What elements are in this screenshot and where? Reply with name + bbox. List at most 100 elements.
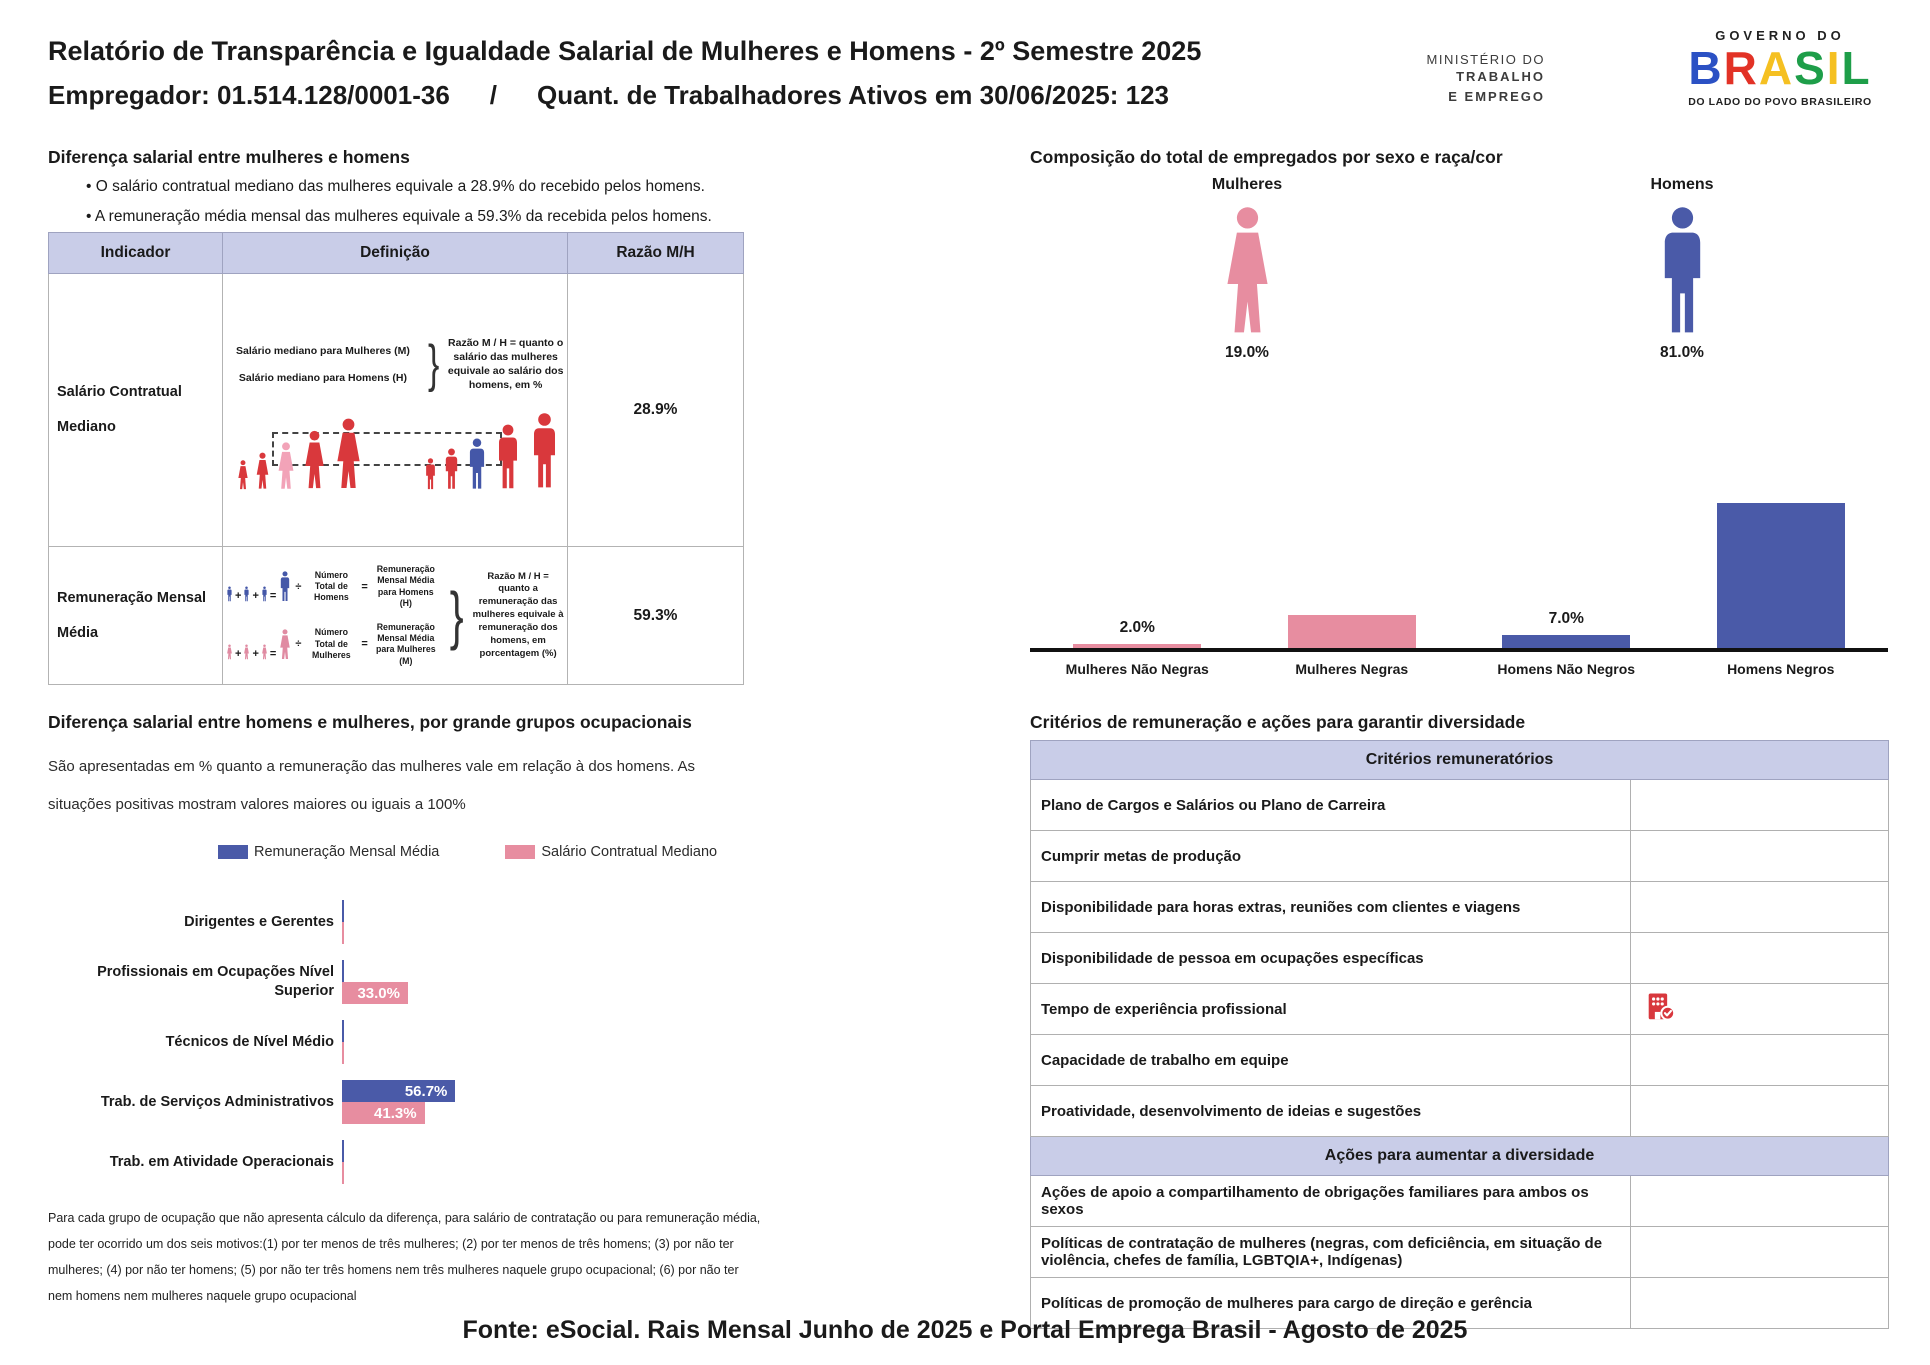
mean-men-formula: + + = ÷ Número Total de Homens = Remuner… [226, 564, 441, 610]
mean-women-formula: + + = ÷ Número Total de Mulheres = Remun… [226, 622, 441, 668]
woman-icon [301, 430, 328, 490]
criteria-label: Tempo de experiência profissional [1030, 983, 1631, 1035]
bar-remuneracao [342, 900, 344, 922]
bar [1716, 503, 1845, 648]
gov-logo-bottom-text: DO LADO DO POVO BRASILEIRO [1688, 96, 1872, 108]
criteria-section-header: Critérios remuneratórios [1029, 740, 1890, 780]
criteria-label: Ações de apoio a compartilhamento de obr… [1030, 1175, 1631, 1227]
criteria-row: Políticas de promoção de mulheres para c… [1030, 1277, 1890, 1329]
category-label: Profissionais em Ocupações Nível Superio… [97, 964, 334, 999]
man-icon [442, 448, 461, 490]
women-divisor-label: Número Total de Mulheres [312, 627, 351, 661]
criteria-row: Disponibilidade de pessoa em ocupações e… [1030, 932, 1890, 984]
woman-icon [226, 644, 233, 660]
ministry-line: E EMPREGO [1448, 89, 1545, 104]
bar-remuneracao [342, 1140, 344, 1162]
man-icon [493, 424, 523, 490]
criteria-table: Critérios remuneratórios Plano de Cargos… [1029, 740, 1890, 1329]
gov-brasil-letter: S [1794, 42, 1827, 94]
ratio-median: 28.9% [567, 273, 744, 547]
gov-brasil-letter: R [1723, 42, 1759, 94]
criteria-row: Capacidade de trabalho em equipe [1030, 1034, 1890, 1086]
occupational-bar-chart: Dirigentes e Gerentes Profissionais em O… [48, 892, 748, 1192]
chart-row: Trab. em Atividade Operacionais [48, 1132, 748, 1192]
category-label: Homens Não Negros [1497, 661, 1636, 677]
criteria-label: Disponibilidade para horas extras, reuni… [1030, 881, 1631, 933]
gov-brasil-wordmark: BRASIL [1652, 43, 1908, 93]
bar-column-homens-nao-negros: 7.0% [1459, 448, 1674, 648]
median-people-diagram [224, 408, 566, 490]
column-header-indicador: Indicador [48, 232, 223, 274]
criteria-row: Cumprir metas de produção [1030, 830, 1890, 882]
bar-remuneracao [342, 960, 344, 982]
criteria-label: Disponibilidade de pessoa em ocupações e… [1030, 932, 1631, 984]
bar-remuneracao: 56.7% [342, 1080, 456, 1102]
criteria-label: Plano de Cargos e Salários ou Plano de C… [1030, 779, 1631, 831]
bar-salario [342, 922, 344, 944]
column-header-definicao: Definição [222, 232, 568, 274]
category-label: Mulheres Negras [1295, 661, 1409, 677]
category-label: Homens Negros [1727, 661, 1835, 677]
bar-value-label: 41.3% [374, 1104, 417, 1122]
criteria-row: Ações de apoio a compartilhamento de obr… [1030, 1175, 1890, 1227]
median-men-label: Salário mediano para Homens (H) [238, 371, 407, 384]
chart-baseline [1030, 648, 1888, 652]
bar-column-homens-negros: 75.0% [1674, 448, 1889, 648]
ministry-line: TRABALHO [1456, 69, 1545, 84]
bar-salario [342, 1042, 344, 1064]
category-label: Dirigentes e Gerentes [184, 913, 334, 930]
category-label: Trab. de Serviços Administrativos [100, 1093, 334, 1110]
woman-icon [278, 629, 292, 660]
composition-men-block: Homens 81.0% [1587, 176, 1777, 362]
ministry-logo: MINISTÉRIO DO TRABALHO E EMPREGO [1320, 52, 1545, 107]
legend-label: Salário Contratual Mediano [541, 844, 718, 860]
category-label: Técnicos de Nível Médio [165, 1033, 334, 1050]
gov-brasil-logo: GOVERNO DO BRASIL DO LADO DO POVO BRASIL… [1652, 28, 1908, 108]
indicator-median-salary: Salário Contratual Mediano [48, 273, 223, 547]
criteria-row: Tempo de experiência profissional [1030, 983, 1890, 1035]
equals-operator: = [361, 638, 368, 651]
ratio-mean: 59.3% [567, 546, 744, 685]
bar-value-label: 33.0% [357, 984, 400, 1002]
active-workers-count: Quant. de Trabalhadores Ativos em 30/06/… [537, 80, 1170, 110]
criteria-label: Políticas de promoção de mulheres para c… [1030, 1277, 1631, 1329]
man-icon [423, 458, 438, 490]
legend-item-remuneracao: Remuneração Mensal Média [218, 844, 439, 860]
legend-swatch-pink [505, 845, 536, 859]
criteria-label: Políticas de contratação de mulheres (ne… [1030, 1226, 1631, 1278]
median-ratio-explanation: Razão M / H = quanto o salário das mulhe… [447, 336, 564, 392]
women-percentage: 19.0% [1225, 344, 1269, 361]
plus-operator: + [252, 590, 259, 603]
brace-glyph: } [449, 578, 464, 651]
bullet-mean-salary: A remuneração média mensal das mulheres … [86, 208, 712, 226]
bar-value-label: 56.7% [404, 1082, 448, 1100]
chart-row: Dirigentes e Gerentes [48, 892, 748, 952]
legend-swatch-blue [218, 845, 248, 859]
category-label: Trab. em Atividade Operacionais [109, 1153, 334, 1170]
definition-mean-diagram: + + = ÷ Número Total de Homens = Remuner… [222, 546, 568, 685]
woman-median-icon [275, 442, 297, 490]
men-figure-group [423, 412, 562, 490]
section-title-salary-gap: Diferença salarial entre mulheres e home… [48, 147, 410, 167]
composition-women-block: Mulheres 19.0% [1152, 176, 1342, 362]
man-median-icon [465, 438, 489, 490]
bar-remuneracao [342, 1020, 344, 1042]
woman-icon [261, 644, 268, 660]
legend-label: Remuneração Mensal Média [254, 844, 440, 860]
man-icon [226, 586, 233, 602]
section-title-criteria: Critérios de remuneração e ações para ga… [1030, 712, 1526, 732]
women-group-label: Mulheres [1211, 176, 1283, 193]
women-figure-group [236, 418, 365, 490]
man-icon [1653, 206, 1712, 336]
brace-glyph: } [427, 334, 440, 393]
bar-value-label: 2.0% [1119, 619, 1155, 637]
criteria-row: Disponibilidade para horas extras, reuni… [1030, 881, 1890, 933]
woman-icon [236, 460, 250, 490]
source-footer: Fonte: eSocial. Rais Mensal Junho de 202… [462, 1316, 1468, 1344]
salary-gap-table: Indicador Definição Razão M/H Salário Co… [48, 232, 744, 685]
bar-column-mulheres-nao-negras: 2.0% [1030, 448, 1245, 648]
man-icon [278, 571, 292, 602]
plus-operator: + [235, 647, 242, 660]
bar-value-label: 7.0% [1548, 609, 1584, 627]
man-icon [261, 586, 268, 602]
